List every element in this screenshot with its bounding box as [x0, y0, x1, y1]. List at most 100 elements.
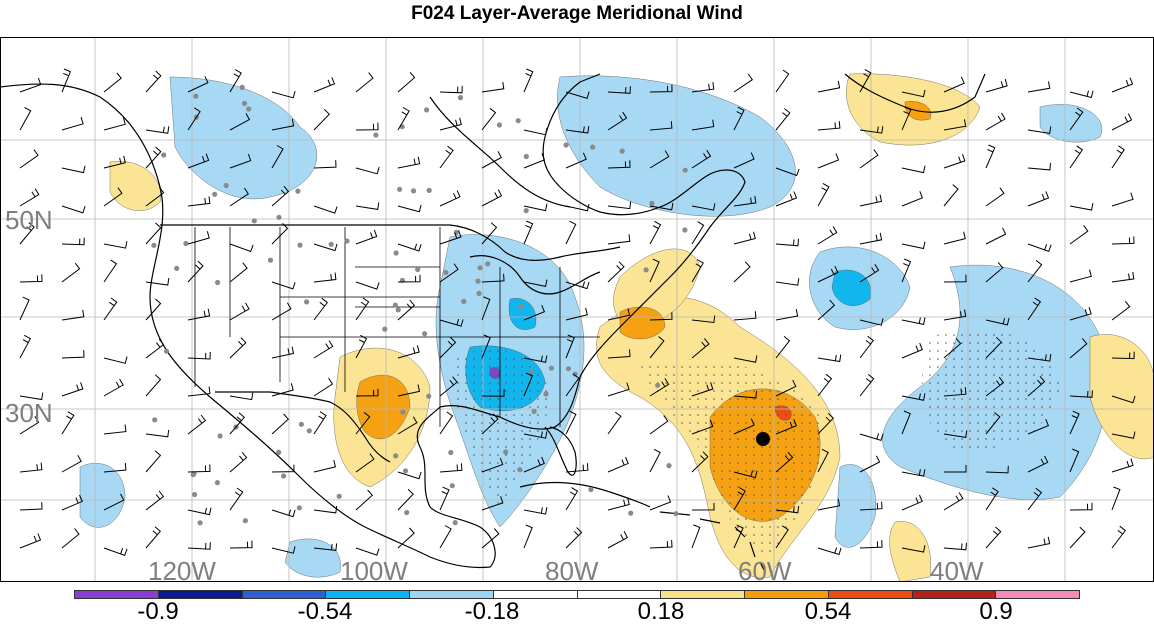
- wind-barb: [1027, 191, 1050, 207]
- wind-barb: [439, 525, 452, 549]
- wind-barb: [565, 334, 575, 359]
- storm-center-marker: [756, 432, 770, 446]
- station-dot: [543, 391, 549, 397]
- wind-barb: [985, 487, 999, 511]
- wind-barb: [1069, 526, 1086, 549]
- wind-barb: [607, 234, 631, 245]
- station-dot: [588, 486, 594, 493]
- wind-barb: [943, 274, 967, 283]
- wind-barb: [523, 355, 548, 363]
- wind-barb: [187, 542, 211, 550]
- wind-barb: [523, 153, 546, 169]
- wind-barb: [397, 243, 422, 252]
- wind-barb: [1027, 419, 1050, 435]
- station-dot: [682, 227, 688, 233]
- wind-barb: [901, 410, 911, 435]
- wind-barb: [271, 302, 292, 321]
- station-dot: [397, 186, 403, 192]
- wind-barb: [944, 465, 967, 473]
- station-dot: [563, 142, 569, 148]
- wind-barb: [229, 187, 249, 207]
- wind-barb: [271, 383, 294, 397]
- station-dot: [477, 265, 483, 271]
- wind-barb: [1111, 236, 1135, 245]
- station-dot: [448, 449, 454, 456]
- wind-barb: [1069, 448, 1080, 473]
- wind-barb: [691, 203, 716, 211]
- weather-map: 50N 30N 120W 100W 80W 60W 40W: [0, 37, 1154, 582]
- wind-barb: [19, 392, 44, 401]
- colorbar-swatch: [326, 591, 410, 598]
- wind-barb: [187, 196, 211, 207]
- station-dot: [296, 505, 302, 511]
- wind-barb: [187, 386, 211, 397]
- wind-barb: [901, 393, 926, 401]
- station-dot: [422, 331, 428, 337]
- wind-barb: [439, 376, 458, 397]
- wind-barb: [1111, 145, 1125, 169]
- wind-barb: [985, 262, 1004, 283]
- wind-barb: [1111, 77, 1134, 93]
- wind-barb: [733, 390, 757, 399]
- wind-barb: [901, 545, 926, 553]
- station-dot: [174, 265, 180, 271]
- colorbar-swatch: [577, 591, 662, 598]
- wind-barb: [817, 80, 841, 93]
- wind-barb: [187, 231, 210, 245]
- wind-barb: [985, 187, 1005, 207]
- station-dot: [382, 326, 388, 332]
- wind-barb: [439, 463, 463, 473]
- station-dot: [628, 510, 634, 516]
- wind-barb: [187, 507, 212, 516]
- wind-barb: [145, 338, 165, 359]
- wind-barb: [313, 272, 337, 283]
- wind-barb: [691, 502, 715, 511]
- wind-barb: [607, 411, 622, 435]
- station-dot: [304, 299, 310, 305]
- wind-barb: [859, 126, 884, 134]
- wind-barb: [313, 160, 337, 169]
- wind-barb: [1027, 260, 1043, 283]
- wind-barb: [229, 243, 254, 253]
- wind-barb: [313, 340, 334, 359]
- wind-barb: [103, 297, 118, 321]
- orange-region-plains: [356, 374, 411, 440]
- wind-barb: [985, 317, 1010, 326]
- wind-barb: [607, 86, 631, 94]
- wind-barb: [1069, 225, 1089, 245]
- wind-barb: [355, 547, 380, 556]
- wind-barb: [775, 167, 800, 177]
- wind-barb: [103, 117, 126, 131]
- wind-barb: [19, 296, 30, 321]
- wind-barb: [481, 296, 491, 321]
- lon-label-40w: 40W: [930, 556, 984, 582]
- station-dot: [415, 266, 421, 273]
- wind-barb: [649, 202, 674, 211]
- wind-barb: [1069, 145, 1084, 169]
- wind-barb: [1069, 306, 1092, 321]
- wind-barb: [565, 307, 588, 321]
- wind-barb: [943, 154, 966, 169]
- station-dots: [151, 84, 688, 526]
- wind-barb: [271, 546, 296, 554]
- wind-barb: [19, 188, 40, 207]
- colorbar-label-neg-0.18: -0.18: [464, 598, 520, 625]
- wind-barb: [103, 187, 123, 207]
- wind-barb: [691, 451, 709, 473]
- wind-barb: [145, 450, 162, 473]
- wind-barb: [439, 486, 450, 511]
- wind-barb: [103, 356, 128, 364]
- wind-barb: [397, 107, 410, 131]
- station-dot: [424, 107, 430, 113]
- wind-barb: [1027, 126, 1052, 134]
- wind-barb: [19, 106, 32, 131]
- mid-blue-region-atlantic: [831, 269, 871, 306]
- colorbar-swatch: [410, 591, 494, 598]
- yellow-region-west: [109, 161, 161, 211]
- wind-barb: [397, 527, 415, 549]
- wind-barb: [817, 121, 841, 131]
- wind-barb: [691, 338, 710, 359]
- station-dot: [476, 290, 482, 296]
- wind-barb: [523, 203, 548, 212]
- wind-barb: [145, 70, 162, 93]
